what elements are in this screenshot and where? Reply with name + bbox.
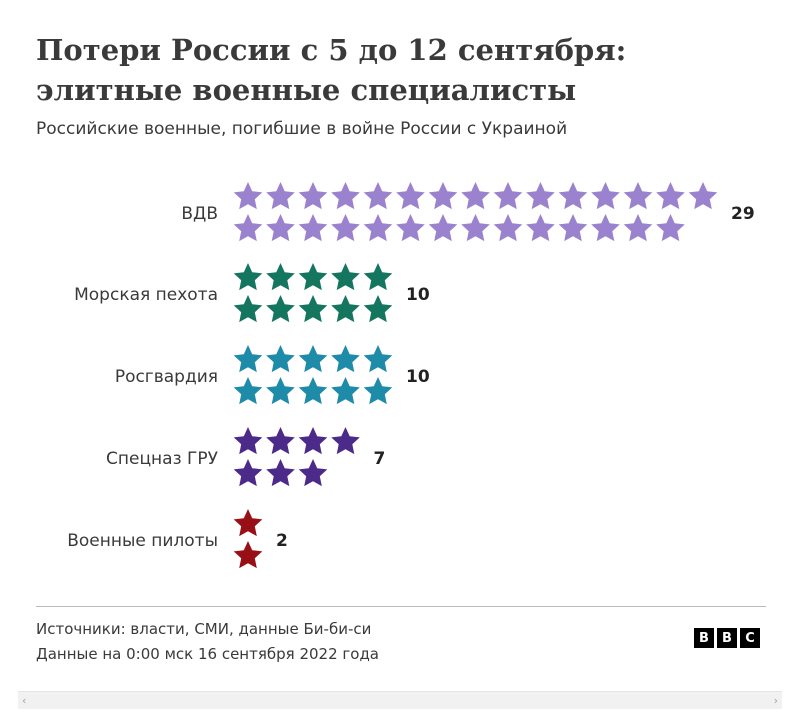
star-icon (298, 182, 328, 210)
star-icon (363, 214, 393, 242)
category-label: Спецназ ГРУ (106, 449, 219, 469)
star-icon (591, 182, 620, 210)
chart-subtitle: Российские военные, погибшие в войне Рос… (36, 119, 568, 139)
star-icon (558, 214, 588, 242)
category-label: Морская пехота (74, 285, 218, 305)
star-icon (233, 459, 263, 487)
star-icon (266, 427, 295, 455)
value-label: 2 (276, 531, 288, 551)
star-icon (493, 182, 523, 210)
star-icon (331, 295, 360, 323)
bbc-logo-letter: B (717, 628, 737, 648)
star-icon (266, 214, 295, 242)
star-icon (428, 182, 458, 210)
star-icon (428, 214, 458, 242)
star-icon (526, 182, 555, 210)
star-icon (266, 377, 295, 405)
star-icon (363, 182, 393, 210)
star-icon (363, 263, 393, 291)
star-icon (266, 295, 295, 323)
value-label: 7 (374, 449, 386, 469)
star-icon (266, 459, 295, 487)
star-icon (233, 182, 263, 210)
star-icon (331, 182, 360, 210)
horizontal-scrollbar[interactable]: ‹ › (18, 691, 782, 709)
star-icon (363, 345, 393, 373)
value-label: 10 (406, 285, 430, 305)
star-icon (363, 295, 393, 323)
star-icon (298, 427, 328, 455)
star-icon (656, 214, 685, 242)
star-icon (623, 182, 653, 210)
star-icon (298, 377, 328, 405)
star-icon (233, 263, 263, 291)
star-icon (298, 295, 328, 323)
star-icon (298, 459, 328, 487)
star-icon (331, 377, 360, 405)
star-icon (558, 182, 588, 210)
pictogram-chart: ВДВ 29 Морская пехота 10 Росгвардия 10 Спецназ… (67, 182, 755, 569)
category-label: ВДВ (181, 204, 218, 224)
star-icon (266, 182, 295, 210)
star-icon (331, 427, 360, 455)
value-label: 10 (406, 367, 430, 387)
star-icon (331, 214, 360, 242)
star-icon (233, 377, 263, 405)
star-icon (331, 263, 360, 291)
value-label: 29 (731, 204, 755, 224)
star-icon (656, 182, 685, 210)
star-icon (526, 214, 555, 242)
bbc-logo: B B C (694, 628, 760, 648)
star-icon (688, 182, 718, 210)
bbc-logo-letter: C (740, 628, 760, 648)
star-icon (331, 345, 360, 373)
star-icon (298, 345, 328, 373)
star-icon (298, 263, 328, 291)
star-icon (233, 295, 263, 323)
scroll-right-arrow-icon[interactable]: › (773, 694, 778, 707)
star-icon (233, 541, 263, 569)
category-label: Росгвардия (115, 367, 218, 387)
star-icon (396, 214, 425, 242)
star-icon (461, 182, 490, 210)
bbc-logo-letter: B (694, 628, 714, 648)
star-icon (461, 214, 490, 242)
category-label: Военные пилоты (67, 531, 218, 551)
star-icon (623, 214, 653, 242)
star-icon (233, 509, 263, 537)
star-icon (363, 377, 393, 405)
star-icon (493, 214, 523, 242)
star-icon (266, 263, 295, 291)
star-icon (591, 214, 620, 242)
footer-date: Данные на 0:00 мск 16 сентября 2022 года (36, 645, 380, 663)
footer-sources: Источники: власти, СМИ, данные Би-би-си (36, 620, 372, 638)
star-icon (233, 427, 263, 455)
star-icon (233, 214, 263, 242)
chart-title: Потери России с 5 до 12 сентября: элитны… (36, 33, 627, 107)
star-icon (298, 214, 328, 242)
footer-divider (36, 606, 766, 607)
star-icon (266, 345, 295, 373)
star-icon (396, 182, 425, 210)
star-icon (233, 345, 263, 373)
scroll-left-arrow-icon[interactable]: ‹ (22, 694, 27, 707)
